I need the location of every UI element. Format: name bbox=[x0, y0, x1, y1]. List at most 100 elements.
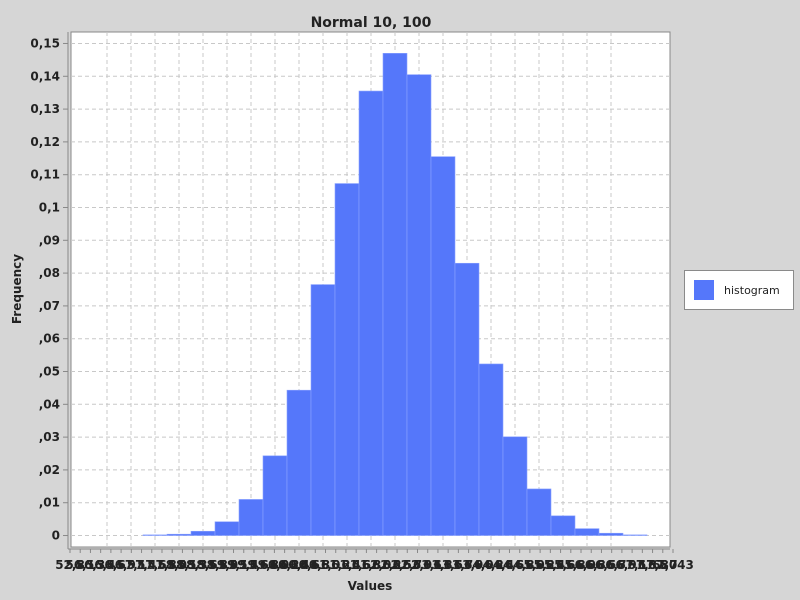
x-tick-label: 64,8 bbox=[505, 558, 535, 572]
histogram-bar bbox=[622, 534, 648, 536]
y-tick-label: 0,11 bbox=[30, 168, 60, 182]
x-tick-label: 56,1 bbox=[65, 558, 95, 572]
y-tick-label: 0,12 bbox=[30, 135, 60, 149]
y-tick-label: 0,14 bbox=[30, 69, 60, 83]
x-tick-label: 64,0 bbox=[464, 558, 494, 572]
legend-label: histogram bbox=[724, 283, 780, 297]
histogram-bar bbox=[406, 74, 432, 536]
histogram-bar bbox=[382, 53, 408, 536]
histogram-bar bbox=[454, 262, 480, 536]
x-tick-label: 66,5 bbox=[587, 558, 617, 572]
x-tick-label: 61,4 bbox=[331, 558, 361, 572]
y-tick-label: 0,15 bbox=[30, 36, 60, 50]
x-tick-label: 52,8 bbox=[55, 558, 85, 572]
y-axis-label: Frequency bbox=[10, 254, 24, 324]
histogram-bars bbox=[142, 53, 648, 536]
histogram-bar bbox=[598, 532, 624, 536]
x-tick-label: 62,2 bbox=[372, 558, 402, 572]
x-tick-label: 65,4 bbox=[536, 558, 566, 572]
x-tick-label: 63,3 bbox=[423, 558, 453, 572]
histogram-bar bbox=[190, 530, 216, 536]
x-tick-label: 62,7 bbox=[392, 558, 422, 572]
x-tick-label: 64,2 bbox=[474, 558, 504, 572]
histogram-bar bbox=[526, 488, 552, 536]
x-axis-ticks: 52,856,156,356,456,656,957,157,457,657,8… bbox=[55, 549, 694, 572]
y-tick-label: ,01 bbox=[39, 496, 60, 510]
x-tick-label: 57,4 bbox=[127, 558, 157, 572]
x-tick-label: 66,0 bbox=[566, 558, 596, 572]
x-tick-label: 59,6 bbox=[239, 558, 269, 572]
histogram-bar bbox=[358, 90, 384, 536]
histogram-bar bbox=[166, 533, 192, 536]
x-tick-label: 56,9 bbox=[106, 558, 136, 572]
x-tick-label: 61,2 bbox=[321, 558, 351, 572]
x-tick-label: 65,6 bbox=[546, 558, 576, 572]
x-tick-label: 59,0 bbox=[209, 558, 239, 572]
x-axis-label: Values bbox=[348, 579, 393, 593]
legend-swatch bbox=[694, 280, 714, 300]
x-tick-label: 66,9 bbox=[607, 558, 637, 572]
histogram-bar bbox=[334, 183, 360, 536]
y-tick-label: ,07 bbox=[39, 299, 60, 313]
y-tick-label: 0,1 bbox=[39, 200, 60, 214]
x-tick-label: 61,6 bbox=[341, 558, 371, 572]
x-tick-label: 61,0 bbox=[311, 558, 341, 572]
x-tick-label: 65,0 bbox=[515, 558, 545, 572]
histogram-bar bbox=[286, 389, 312, 536]
y-tick-label: ,09 bbox=[39, 233, 60, 247]
x-tick-label: 59,4 bbox=[229, 558, 259, 572]
histogram-bar bbox=[502, 436, 528, 536]
x-tick-label: 60,2 bbox=[270, 558, 300, 572]
x-tick-label: 57,1 bbox=[117, 558, 147, 572]
x-tick-label: 60,8 bbox=[300, 558, 330, 572]
x-tick-label: 64,4 bbox=[484, 558, 514, 572]
x-tick-label: 58,3 bbox=[178, 558, 208, 572]
x-tick-label: 67,1 bbox=[617, 558, 647, 572]
x-tick-label: 66,3 bbox=[576, 558, 606, 572]
histogram-bar bbox=[310, 284, 336, 536]
x-tick-label: 56,3 bbox=[76, 558, 106, 572]
y-tick-label: 0 bbox=[52, 529, 60, 543]
histogram-bar bbox=[142, 534, 168, 536]
histogram-bar bbox=[550, 515, 576, 536]
histogram-bar bbox=[430, 156, 456, 536]
x-tick-label: 60,4 bbox=[280, 558, 310, 572]
x-tick-label: 64,6 bbox=[495, 558, 525, 572]
x-tick-label: 60,0 bbox=[260, 558, 290, 572]
x-tick-label: 63,7 bbox=[444, 558, 474, 572]
x-tick-label: 61,8 bbox=[352, 558, 382, 572]
x-tick-label: 56,4 bbox=[86, 558, 116, 572]
y-tick-label: ,04 bbox=[39, 397, 60, 411]
x-tick-label: 62,5 bbox=[382, 558, 412, 572]
x-tick-label: 66,7 bbox=[597, 558, 627, 572]
x-tick-label: 65,2 bbox=[525, 558, 555, 572]
histogram-bar bbox=[574, 528, 600, 536]
x-tick-label: 57,6 bbox=[137, 558, 167, 572]
x-tick-label: 62,9 bbox=[403, 558, 433, 572]
chart-title: Normal 10, 100 bbox=[311, 15, 432, 31]
y-tick-label: 0,13 bbox=[30, 102, 60, 116]
histogram-bar bbox=[214, 521, 240, 536]
x-tick-label: 59,8 bbox=[249, 558, 279, 572]
x-tick-label: 67,5 bbox=[638, 558, 668, 572]
y-tick-label: ,06 bbox=[39, 332, 60, 346]
x-tick-label: 59,1 bbox=[219, 558, 249, 572]
x-tick-label: 67,7 bbox=[648, 558, 678, 572]
x-tick-label: 67,3 bbox=[628, 558, 658, 572]
x-tick-label: 63,9 bbox=[454, 558, 484, 572]
x-tick-label: 60,6 bbox=[290, 558, 320, 572]
x-tick-label: 58,6 bbox=[188, 558, 218, 572]
x-tick-label: 57,8 bbox=[147, 558, 177, 572]
x-tick-label: 68043 bbox=[652, 558, 694, 572]
y-axis-ticks: 0 ,01 ,02 ,03 ,04 ,05 ,06 ,07 ,08 ,09 0,1 0,11 0,12 0… bbox=[30, 36, 68, 543]
y-tick-label: ,08 bbox=[39, 266, 60, 280]
x-tick-label: 58,8 bbox=[198, 558, 228, 572]
x-tick-label: 63,1 bbox=[413, 558, 443, 572]
x-tick-label: 63,5 bbox=[433, 558, 463, 572]
histogram-bar bbox=[262, 455, 288, 536]
x-tick-label: 58,1 bbox=[168, 558, 198, 572]
histogram-bar bbox=[478, 363, 504, 536]
y-tick-label: ,03 bbox=[39, 430, 60, 444]
x-tick-label: 65,8 bbox=[556, 558, 586, 572]
